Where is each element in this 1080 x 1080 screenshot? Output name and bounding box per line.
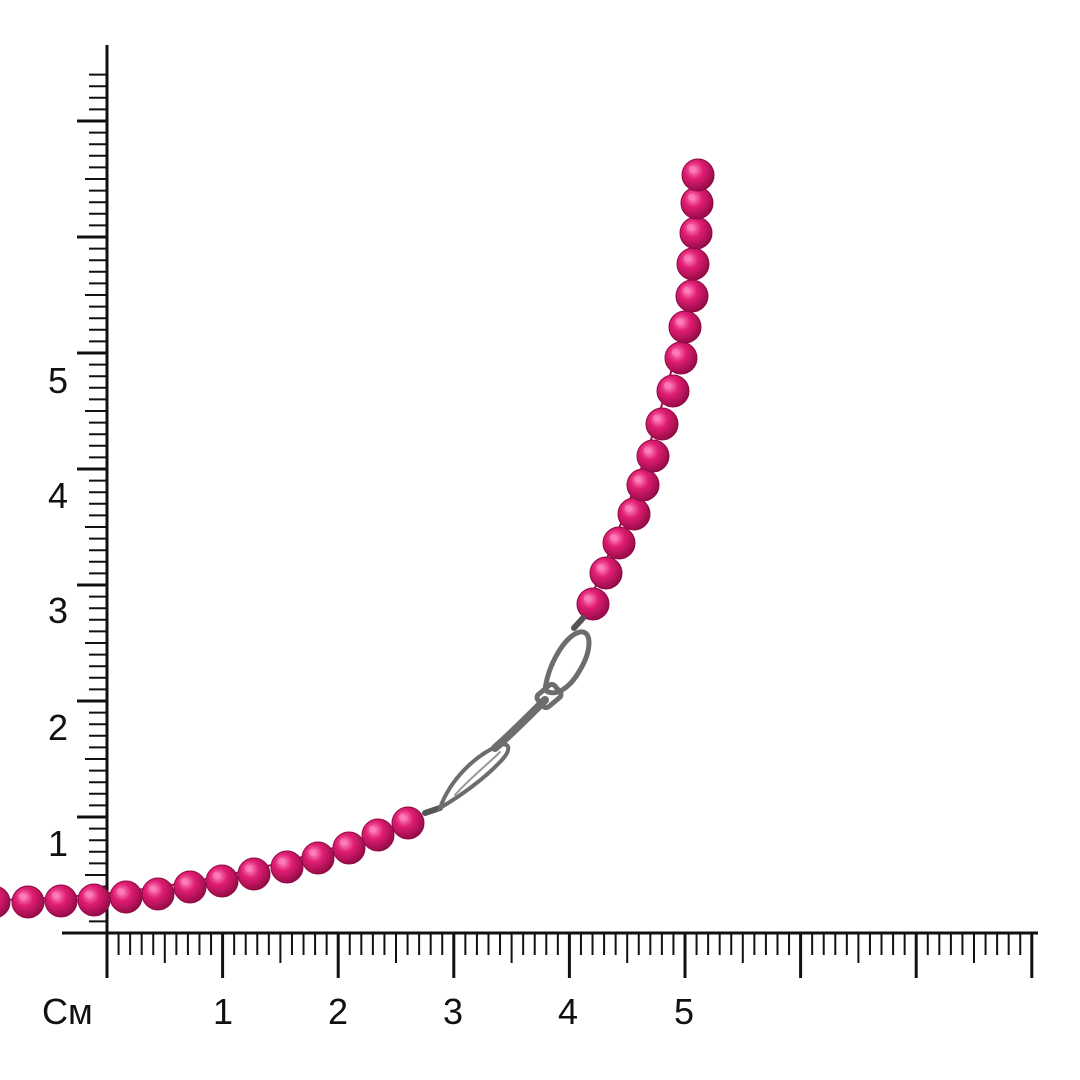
bead-highlight <box>624 504 632 512</box>
y-label-1: 1 <box>48 823 68 864</box>
bead-highlight <box>583 594 591 602</box>
bead <box>617 497 651 531</box>
bead-highlight <box>51 891 59 899</box>
x-label-1: 1 <box>213 991 233 1032</box>
bead-highlight <box>652 414 660 422</box>
bead <box>301 841 335 875</box>
x-label-4: 4 <box>558 991 578 1032</box>
bead <box>656 374 690 408</box>
bead-highlight <box>687 193 695 201</box>
bead-highlight <box>212 871 220 879</box>
bead-highlight <box>643 446 651 454</box>
bead-highlight <box>633 475 641 483</box>
clasp-lobster-body <box>436 742 511 813</box>
bead <box>668 310 702 344</box>
bead-highlight <box>148 884 156 892</box>
bead-highlight <box>675 317 683 325</box>
bead <box>0 886 11 918</box>
bead <box>141 877 175 911</box>
bead-highlight <box>277 857 285 865</box>
bead <box>636 439 670 473</box>
clasp-end-cap-upper <box>571 615 586 631</box>
bead <box>589 556 623 590</box>
bead-highlight <box>686 223 694 231</box>
necklace-thread <box>0 169 700 901</box>
ruler: 5 4 3 2 1 См 1 2 3 4 5 <box>42 45 1038 1032</box>
x-label-3: 3 <box>443 991 463 1032</box>
x-label-2: 2 <box>328 991 348 1032</box>
bead <box>44 884 78 918</box>
bead-highlight <box>308 848 316 856</box>
bead <box>361 818 395 852</box>
y-label-2: 2 <box>48 707 68 748</box>
bead-highlight <box>688 165 696 173</box>
bead-highlight <box>18 892 26 900</box>
bead <box>626 468 660 502</box>
bead <box>675 279 709 313</box>
bead-highlight <box>244 864 252 872</box>
y-label-3: 3 <box>48 590 68 631</box>
bead-highlight <box>671 348 679 356</box>
bead-highlight <box>663 381 671 389</box>
bead-highlight <box>609 533 617 541</box>
bead-highlight <box>180 877 188 885</box>
bead-highlight <box>596 563 604 571</box>
bead-highlight <box>682 286 690 294</box>
clasp-jump-ring <box>534 681 564 711</box>
bead <box>77 883 111 917</box>
bead <box>391 806 425 840</box>
clasp-connector <box>491 696 549 752</box>
bead-highlight <box>398 813 406 821</box>
bead <box>11 885 45 919</box>
y-label-5: 5 <box>48 360 68 401</box>
bead <box>681 158 715 192</box>
bead-highlight <box>368 825 376 833</box>
bead-highlight <box>84 890 92 898</box>
bead <box>270 850 304 884</box>
bead <box>664 341 698 375</box>
bead-highlight <box>683 254 691 262</box>
clasp-lobster-spring <box>454 751 501 796</box>
bead <box>676 247 710 281</box>
x-label-5: 5 <box>674 991 694 1032</box>
lobster-clasp-icon <box>422 615 592 816</box>
bead-highlight <box>339 838 347 846</box>
vertical-ruler <box>77 73 107 935</box>
bead <box>205 864 239 898</box>
horizontal-ruler <box>105 933 1034 978</box>
bead-strand-upper <box>576 158 715 621</box>
bead-strand-lower <box>0 806 425 919</box>
bead <box>680 186 714 220</box>
bead <box>109 880 143 914</box>
bead <box>237 857 271 891</box>
beaded-necklace-icon <box>0 158 715 919</box>
clasp-oval-ring <box>542 629 592 696</box>
bead <box>645 407 679 441</box>
bead <box>576 587 610 621</box>
bead-highlight <box>116 887 124 895</box>
y-label-4: 4 <box>48 475 68 516</box>
bead <box>602 526 636 560</box>
clasp-end-cap-lower <box>422 805 443 816</box>
unit-label: См <box>42 991 93 1032</box>
bead <box>173 870 207 904</box>
bead <box>332 831 366 865</box>
bead <box>679 216 713 250</box>
